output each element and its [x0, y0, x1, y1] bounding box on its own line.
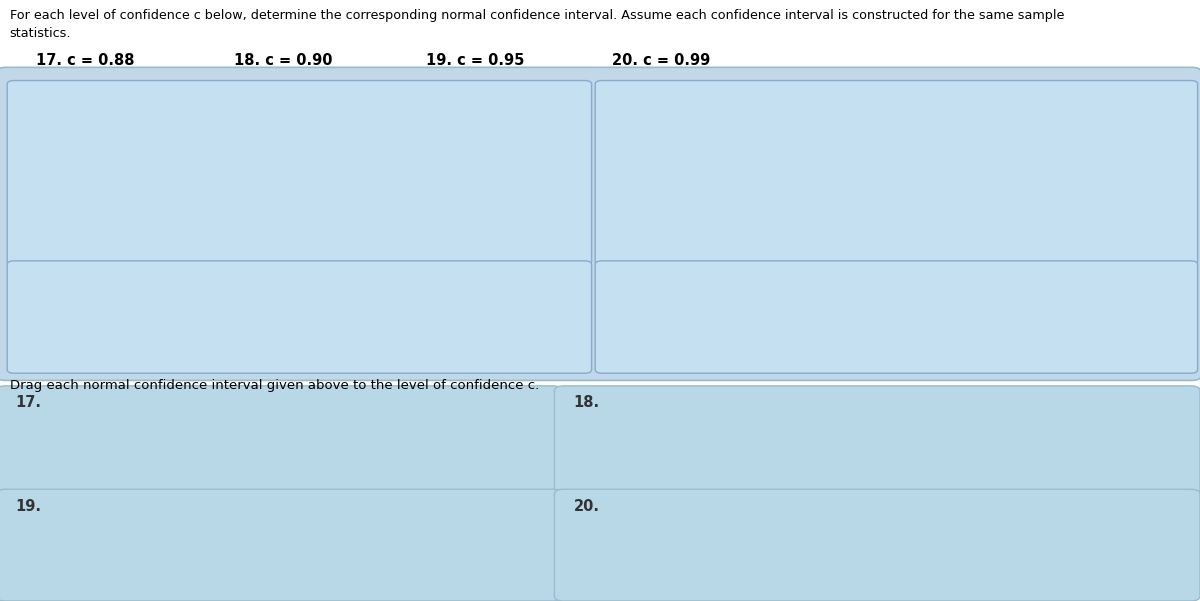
Text: For each level of confidence c below, determine the corresponding normal confide: For each level of confidence c below, de…	[10, 9, 1064, 22]
Bar	[202, 325, 415, 335]
Text: 19. c = 0.95: 19. c = 0.95	[426, 53, 524, 68]
Bar	[143, 193, 474, 212]
Text: 18. c = 0.90: 18. c = 0.90	[234, 53, 332, 68]
Text: 54.5: 54.5	[128, 142, 156, 156]
Text: 55.7: 55.7	[785, 291, 812, 304]
Text: 17. c = 0.88: 17. c = 0.88	[36, 53, 134, 68]
Text: statistics.: statistics.	[10, 27, 71, 40]
Text: 59.5: 59.5	[992, 291, 1020, 304]
Text: $\bar{x}$ = 57.6: $\bar{x}$ = 57.6	[908, 290, 959, 304]
Text: 60.0: 60.0	[1020, 142, 1048, 156]
Text: $\bar{x}$ = 57.6: $\bar{x}$ = 57.6	[313, 142, 365, 156]
Text: 55.2: 55.2	[757, 142, 785, 156]
Bar	[798, 325, 1007, 335]
Text: $\bar{x}$ = 57.6: $\bar{x}$ = 57.6	[313, 290, 365, 304]
Text: 60.7: 60.7	[461, 142, 488, 156]
Text: 20.: 20.	[574, 499, 600, 514]
Text: Drag each normal confidence interval given above to the level of confidence c.: Drag each normal confidence interval giv…	[10, 379, 539, 392]
Text: 18.: 18.	[574, 395, 600, 410]
Bar	[772, 193, 1033, 212]
Text: 59.6: 59.6	[402, 291, 430, 304]
Text: 17.: 17.	[16, 395, 42, 410]
Text: 19.: 19.	[16, 499, 42, 514]
Text: 55.6: 55.6	[187, 291, 215, 304]
Text: 20. c = 0.99: 20. c = 0.99	[612, 53, 710, 68]
Text: $\bar{x}$ = 57.6: $\bar{x}$ = 57.6	[908, 142, 959, 156]
